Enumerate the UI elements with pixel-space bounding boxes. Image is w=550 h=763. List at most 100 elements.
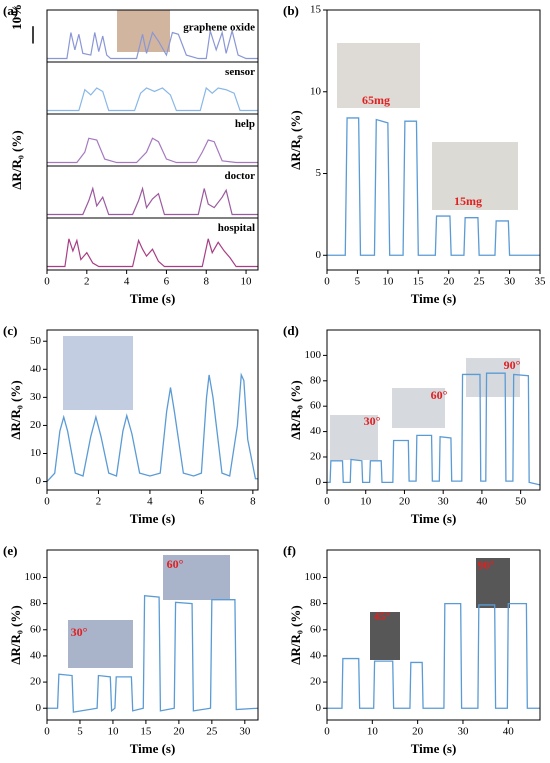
x-tick-label: 20	[443, 276, 455, 288]
y-axis-label: ΔR/R₀ (%)	[288, 380, 303, 439]
photo	[370, 612, 400, 660]
x-tick-label: 15	[413, 276, 425, 288]
x-tick-label: 10	[360, 496, 372, 508]
panel-label: (c)	[3, 323, 17, 338]
y-tick-label: 60	[310, 400, 322, 412]
x-tick-label: 30	[457, 726, 469, 738]
x-tick-label: 20	[412, 726, 424, 738]
plot-frame	[326, 329, 541, 491]
x-tick-label: 25	[474, 276, 486, 288]
y-tick-label: 0	[36, 475, 42, 487]
y-tick-label: 0	[316, 249, 322, 261]
y-tick-label: 10	[30, 447, 42, 459]
y-tick-label: 50	[30, 335, 42, 347]
x-tick-label: 10	[382, 276, 394, 288]
panel-label: (f)	[283, 543, 296, 558]
strip-label: graphene oxide	[183, 22, 255, 34]
x-tick-label: 15	[140, 726, 152, 738]
y-axis-label: ΔR/R₀ (%)	[288, 605, 303, 664]
y-tick-label: 15	[310, 4, 322, 16]
plot-frame	[46, 329, 259, 491]
y-tick-label: 60	[310, 623, 322, 635]
x-tick-label: 20	[399, 496, 411, 508]
x-tick-label: 50	[515, 496, 527, 508]
x-tick-label: 0	[324, 496, 330, 508]
panel-label: (a)	[3, 3, 18, 18]
x-axis-label: Time (s)	[411, 291, 457, 306]
y-axis-label: ΔR/R₀ (%)	[288, 110, 303, 169]
y-tick-label: 10	[310, 85, 322, 97]
annotation: 60°	[167, 557, 184, 571]
photo	[337, 43, 420, 108]
plot-frame	[46, 549, 259, 721]
photo	[63, 336, 133, 410]
panel-label: (d)	[283, 323, 299, 338]
y-tick-label: 0	[316, 702, 322, 714]
panel-label: (e)	[3, 543, 17, 558]
photo	[392, 388, 445, 428]
strip-label: help	[235, 118, 255, 130]
photo	[466, 358, 520, 397]
x-tick-label: 35	[535, 276, 547, 288]
x-tick-label: 25	[206, 726, 218, 738]
x-axis-label: Time (s)	[411, 511, 457, 526]
y-tick-label: 30	[30, 391, 42, 403]
annotation: 45°	[374, 609, 391, 623]
line	[47, 86, 258, 112]
y-tick-label: 80	[310, 374, 322, 386]
annotation: 65mg	[362, 93, 390, 107]
photo	[163, 555, 230, 600]
y-tick-label: 0	[36, 702, 42, 714]
x-tick-label: 10	[241, 276, 253, 288]
strip-label: doctor	[224, 170, 255, 182]
y-tick-label: 20	[310, 676, 322, 688]
x-tick-label: 6	[164, 276, 170, 288]
x-tick-label: 40	[503, 726, 515, 738]
y-tick-label: 40	[30, 649, 42, 661]
x-tick-label: 2	[96, 496, 102, 508]
annotation: 90°	[504, 358, 521, 372]
plot-frame	[326, 549, 541, 721]
x-tick-label: 4	[124, 276, 130, 288]
line	[47, 186, 258, 216]
y-tick-label: 40	[30, 363, 42, 375]
x-tick-label: 0	[44, 726, 50, 738]
plot-frame	[46, 9, 259, 271]
y-tick-label: 100	[25, 571, 42, 583]
line	[47, 238, 258, 268]
x-tick-label: 40	[476, 496, 488, 508]
plot-frame	[326, 9, 541, 271]
annotation: 60°	[431, 388, 448, 402]
y-tick-label: 0	[316, 476, 322, 488]
y-tick-label: 80	[310, 597, 322, 609]
x-tick-label: 0	[324, 276, 330, 288]
strip-label: hospital	[218, 222, 255, 234]
y-tick-label: 60	[30, 623, 42, 635]
y-tick-label: 20	[30, 676, 42, 688]
x-tick-label: 8	[203, 276, 209, 288]
x-axis-label: Time (s)	[130, 741, 176, 756]
y-tick-label: 20	[30, 419, 42, 431]
line	[327, 602, 540, 709]
y-tick-label: 100	[305, 349, 322, 361]
x-axis-label: Time (s)	[130, 511, 176, 526]
x-tick-label: 4	[147, 496, 153, 508]
line	[47, 30, 258, 60]
y-axis-label: ΔR/R₀ (%)	[8, 605, 23, 664]
x-tick-label: 10	[367, 726, 379, 738]
photo	[117, 10, 170, 52]
x-tick-label: 2	[84, 276, 90, 288]
x-tick-label: 20	[173, 726, 185, 738]
x-tick-label: 6	[199, 496, 205, 508]
line	[327, 372, 541, 486]
x-tick-label: 10	[107, 726, 119, 738]
panel-label: (b)	[283, 3, 299, 18]
x-tick-label: 30	[438, 496, 450, 508]
line	[47, 595, 259, 713]
y-tick-label: 5	[316, 167, 322, 179]
annotation: 90°	[478, 558, 495, 572]
x-tick-label: 0	[44, 496, 50, 508]
x-axis-label: Time (s)	[411, 741, 457, 756]
y-tick-label: 80	[30, 597, 42, 609]
